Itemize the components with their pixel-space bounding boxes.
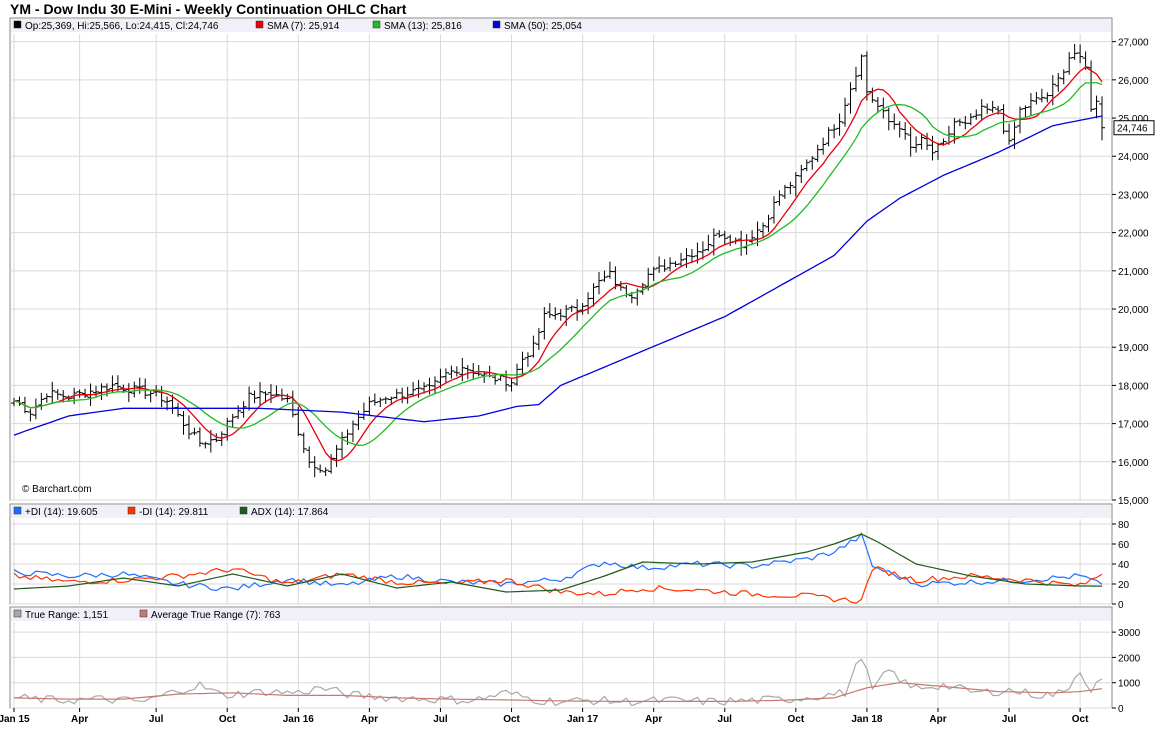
legend-label: ADX (14): 17.864 [251,507,329,518]
x-tick-label: Apr [929,714,946,725]
legend-strip-0 [11,19,1111,32]
x-tick-label: Apr [361,714,378,725]
y-tick-label: 15,000 [1118,496,1149,507]
x-tick-label: Oct [1072,714,1089,725]
legend-swatch [372,20,381,29]
y-tick-label: 1000 [1118,679,1141,690]
legend-swatch [492,20,501,29]
series-line-true-range [13,658,1103,707]
series-line-adx-14- [13,533,1102,593]
x-tick-label: Oct [503,714,520,725]
y-tick-label: 26,000 [1118,76,1149,87]
x-tick-label: Jan 15 [0,714,30,725]
x-tick-label: Jul [718,714,733,725]
y-tick-label: 23,000 [1118,190,1149,201]
y-tick-label: 3000 [1118,628,1141,639]
y-tick-label: 22,000 [1118,229,1149,240]
legend-strip-2 [11,608,1111,621]
legend-swatch [139,609,148,618]
legend-swatch [13,20,22,29]
y-tick-label: 27,000 [1118,38,1149,49]
legend-label: SMA (50): 25,054 [504,21,582,32]
series-line--di-14- [13,566,1103,604]
legend-label: -DI (14): 29.811 [139,507,209,518]
panels [9,17,1113,709]
legend-label: SMA (7): 25,914 [267,21,340,32]
y-tick-label: 24,000 [1118,152,1149,163]
gridlines [10,34,1112,709]
axes-layer: Jan 15 Apr Jul Oct Jan 16 Apr Jul Oct Jan 17 Apr J… [0,38,1155,725]
y-tick-label: 0 [1118,704,1124,715]
legend-swatch [13,506,22,515]
y-tick-label: 16,000 [1118,458,1149,469]
legend-label: Op:25,369, Hi:25,566, Lo:24,415, Cl:24,7… [25,21,219,32]
sma50-line [13,115,1103,436]
sma7-line [13,66,1103,462]
legend-swatch [255,20,264,29]
y-tick-label: 80 [1118,520,1130,531]
chart-title: YM - Dow Indu 30 E-Mini - Weekly Continu… [10,1,407,17]
panel-frame-1 [9,503,1113,605]
panel-frame-0 [9,17,1113,501]
last-price-box [1113,120,1155,136]
legend-label: +DI (14): 19.605 [25,507,98,518]
x-tick-label: Jan 17 [567,714,599,725]
y-tick-label: 18,000 [1118,381,1149,392]
y-tick-label: 19,000 [1118,343,1149,354]
series-line-average-true-range-7- [13,682,1103,703]
y-tick-label: 40 [1118,560,1130,571]
watermark: © Barchart.com [22,484,92,495]
x-tick-label: Oct [787,714,804,725]
x-tick-label: Jan 16 [283,714,315,725]
legends-layer: Op:25,369, Hi:25,566, Lo:24,415, Cl:24,7… [13,20,582,621]
y-tick-label: 60 [1118,540,1130,551]
legend-swatch [239,506,248,515]
x-tick-label: Jul [149,714,164,725]
sma13-line [13,81,1103,446]
y-tick-label: 20 [1118,580,1130,591]
y-tick-label: 21,000 [1118,267,1149,278]
legend-swatch [127,506,136,515]
y-tick-label: 2000 [1118,653,1141,664]
legend-strip-1 [11,505,1111,518]
last-price-label: 24,746 [1117,124,1148,135]
x-tick-label: Apr [71,714,88,725]
legend-label: Average True Range (7): 763 [151,610,281,621]
legend-label: True Range: 1,151 [25,610,108,621]
y-tick-label: 20,000 [1118,305,1149,316]
x-tick-label: Oct [219,714,236,725]
legend-label: SMA (13): 25,816 [384,21,462,32]
y-tick-label: 0 [1118,600,1124,611]
series-layer [11,43,1105,707]
x-tick-label: Apr [645,714,662,725]
legend-swatch [13,609,22,618]
y-tick-label: 25,000 [1118,114,1149,125]
y-tick-label: 17,000 [1118,420,1149,431]
series-line--di-14- [13,532,1103,592]
x-tick-label: Jan 18 [851,714,883,725]
x-tick-label: Jul [1002,714,1017,725]
x-tick-label: Jul [433,714,448,725]
